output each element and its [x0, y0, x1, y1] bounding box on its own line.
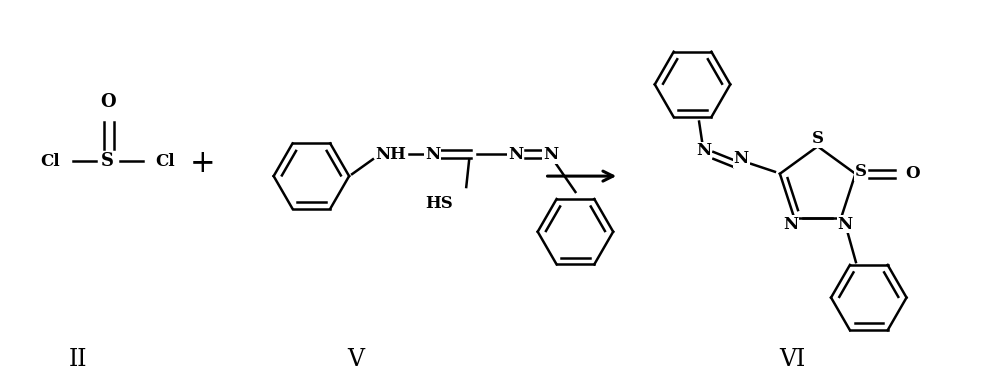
Text: II: II [69, 348, 88, 371]
Text: NH: NH [375, 146, 406, 163]
Text: Cl: Cl [156, 153, 176, 170]
Text: S: S [854, 163, 866, 180]
Text: S: S [102, 152, 115, 170]
Text: O: O [906, 165, 920, 182]
Text: V: V [347, 348, 364, 371]
Text: HS: HS [425, 195, 453, 212]
Text: N: N [782, 216, 798, 233]
Text: Cl: Cl [41, 153, 60, 170]
Text: +: + [190, 148, 215, 179]
Text: N: N [734, 150, 748, 167]
Text: N: N [837, 216, 852, 233]
Text: N: N [543, 146, 558, 163]
Text: O: O [100, 93, 116, 110]
Text: VI: VI [779, 348, 806, 371]
Text: N: N [508, 146, 523, 163]
Text: N: N [696, 142, 711, 159]
Text: S: S [811, 130, 823, 147]
Text: N: N [425, 146, 440, 163]
